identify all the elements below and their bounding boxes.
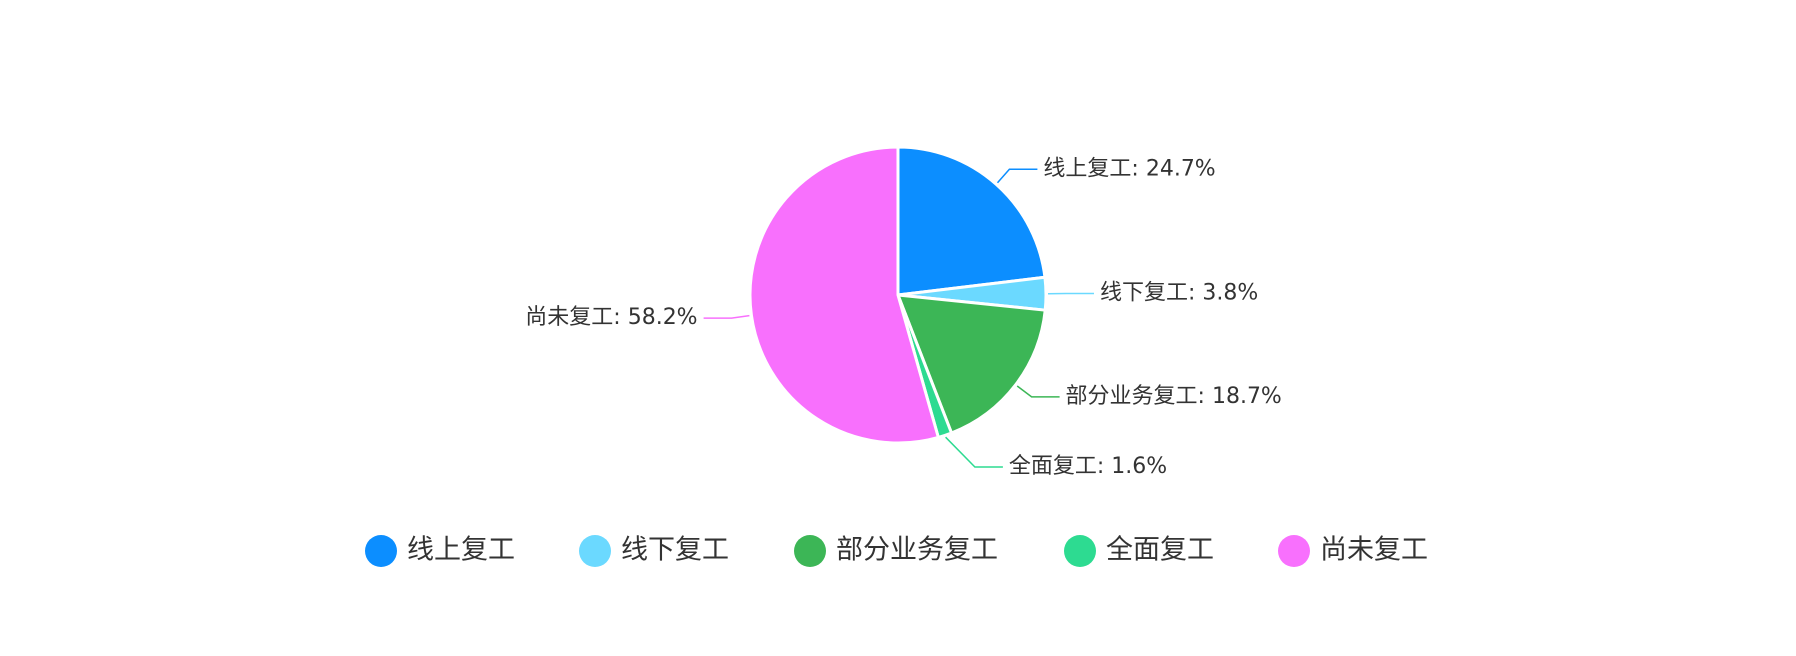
pie-slice-3[interactable] bbox=[896, 293, 1047, 435]
leader-line bbox=[945, 436, 1003, 468]
legend-label: 线上复工 bbox=[407, 535, 515, 566]
slice-label: 全面复工: 1.6% bbox=[1009, 454, 1167, 479]
legend: 线上复工 线下复工 部分业务复工 全面复工 尚未复工 bbox=[365, 535, 1428, 568]
slice-label: 部分业务复工: 18.7% bbox=[1066, 384, 1282, 409]
legend-label: 尚未复工 bbox=[1320, 535, 1428, 566]
leader-line bbox=[1016, 385, 1060, 398]
legend-label: 部分业务复工 bbox=[836, 535, 998, 566]
legend-item[interactable]: 线下复工 bbox=[579, 535, 729, 568]
legend-item[interactable]: 尚未复工 bbox=[1278, 535, 1428, 568]
legend-swatch bbox=[1064, 535, 1096, 567]
legend-label: 全面复工 bbox=[1106, 535, 1214, 566]
legend-swatch bbox=[1278, 535, 1310, 567]
slice-label: 尚未复工: 58.2% bbox=[525, 305, 697, 330]
legend-swatch bbox=[365, 535, 397, 567]
legend-swatch bbox=[579, 535, 611, 567]
leader-line bbox=[703, 314, 750, 319]
legend-item[interactable]: 全面复工 bbox=[1064, 535, 1214, 568]
pie-slice-5[interactable] bbox=[748, 145, 940, 445]
slice-label: 线上复工: 24.7% bbox=[1043, 156, 1215, 181]
pie-slice-1[interactable] bbox=[896, 145, 1047, 297]
legend-label: 线下复工 bbox=[621, 535, 729, 566]
leader-line bbox=[996, 168, 1038, 184]
legend-swatch bbox=[794, 535, 826, 567]
slice-leader-lines bbox=[703, 168, 1094, 468]
pie-slices bbox=[748, 145, 1048, 445]
legend-item[interactable]: 线上复工 bbox=[365, 535, 515, 568]
slice-labels: 线上复工: 24.7% 线下复工: 3.8% 部分业务复工: 18.7% 全面复工: … bbox=[525, 156, 1282, 479]
slice-label: 线下复工: 3.8% bbox=[1100, 281, 1258, 306]
legend-item[interactable]: 部分业务复工 bbox=[794, 535, 998, 568]
